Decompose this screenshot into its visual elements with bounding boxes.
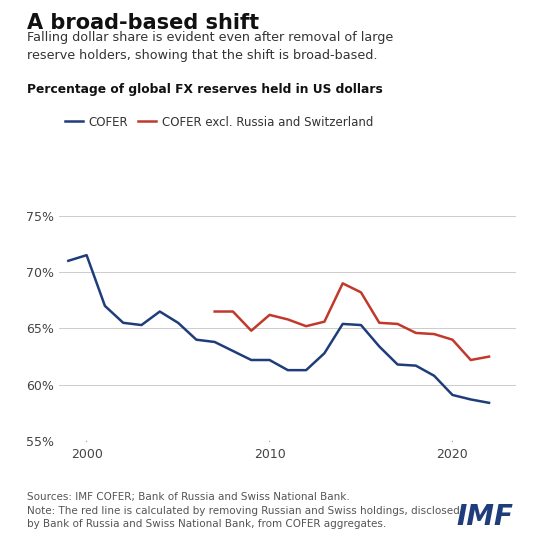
Text: IMF: IMF [457, 503, 514, 531]
Text: Percentage of global FX reserves held in US dollars: Percentage of global FX reserves held in… [27, 83, 383, 96]
Text: A broad-based shift: A broad-based shift [27, 13, 259, 33]
Text: Sources: IMF COFER; Bank of Russia and Swiss National Bank.
Note: The red line i: Sources: IMF COFER; Bank of Russia and S… [27, 492, 459, 529]
Text: Falling dollar share is evident even after removal of large
reserve holders, sho: Falling dollar share is evident even aft… [27, 31, 393, 62]
Legend: COFER, COFER excl. Russia and Switzerland: COFER, COFER excl. Russia and Switzerlan… [60, 111, 378, 133]
